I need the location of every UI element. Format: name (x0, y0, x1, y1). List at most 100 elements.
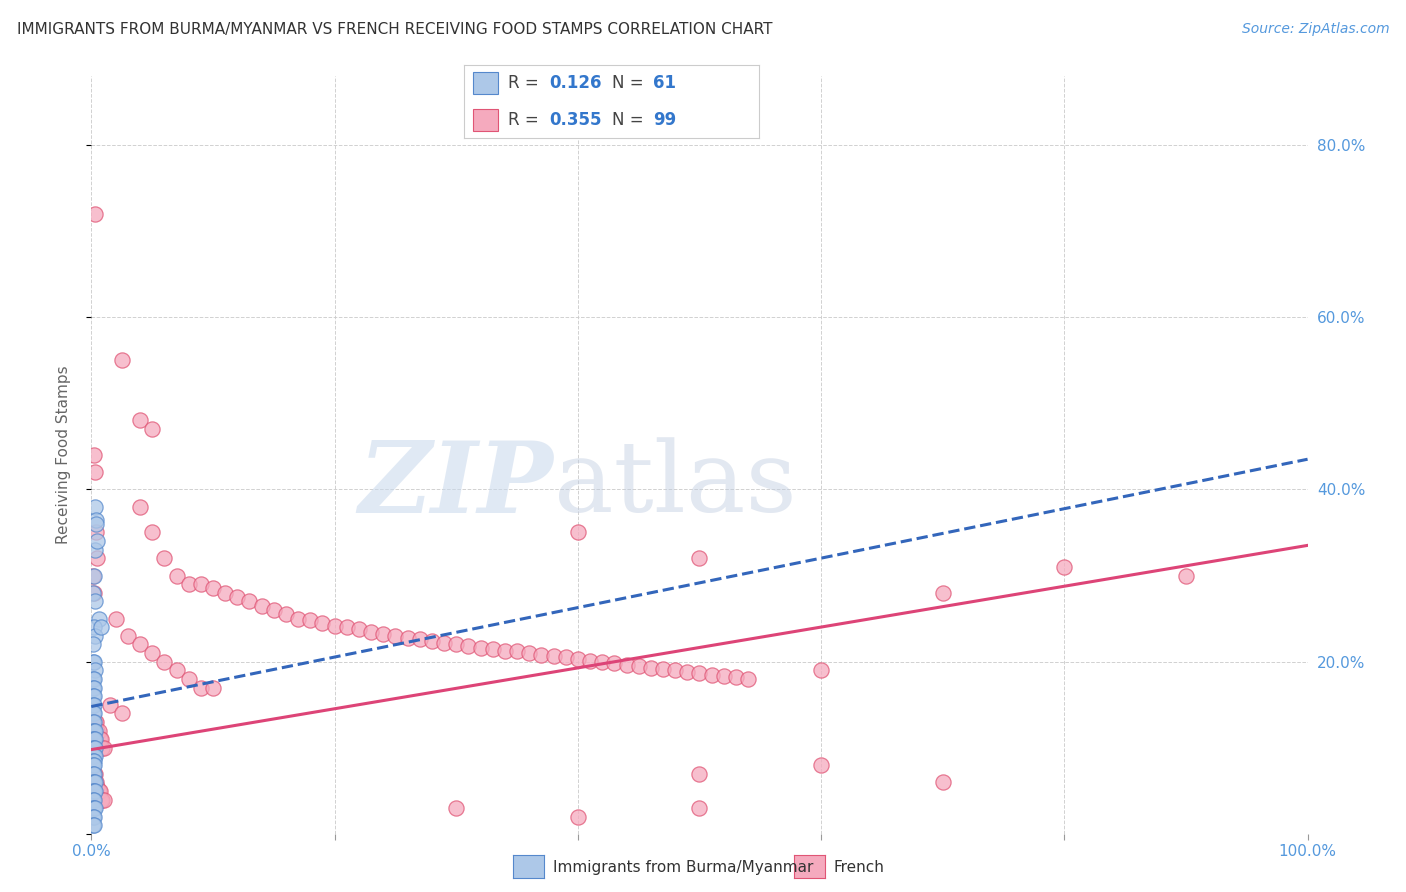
Point (104, 612, 127, 626)
Point (1175, 568, 1198, 582)
Point (83, 732, 105, 747)
Point (82, 706, 104, 721)
Point (82, 810, 104, 824)
Point (82, 740, 104, 755)
Point (177, 577, 200, 591)
Point (931, 586, 953, 600)
FancyBboxPatch shape (472, 109, 498, 131)
Point (299, 613, 322, 627)
Point (141, 525, 163, 540)
Point (86, 780, 108, 794)
Point (87, 612, 110, 626)
Point (84, 594, 107, 608)
Text: 0.126: 0.126 (550, 74, 602, 93)
Point (84, 801, 107, 815)
Point (591, 655, 613, 669)
Point (83, 620, 105, 634)
Point (83, 740, 105, 755)
Point (652, 663, 675, 677)
Point (214, 586, 236, 600)
Point (567, 810, 589, 824)
Point (111, 353, 134, 368)
Text: 0.355: 0.355 (550, 111, 602, 129)
Point (177, 672, 200, 686)
Point (384, 629, 406, 643)
Point (420, 634, 443, 648)
Point (82, 568, 104, 582)
Point (82, 758, 104, 772)
Point (263, 603, 285, 617)
Point (82, 784, 104, 798)
Point (83, 784, 105, 798)
Point (444, 801, 467, 815)
Point (82, 586, 104, 600)
Point (86, 534, 108, 549)
Text: French: French (834, 860, 884, 874)
Point (82, 681, 104, 695)
Point (688, 665, 710, 680)
Point (373, 627, 395, 641)
Point (84, 732, 107, 747)
Point (82, 792, 104, 806)
Point (90, 732, 112, 747)
Text: 99: 99 (652, 111, 676, 129)
Point (274, 607, 297, 622)
Point (737, 672, 759, 686)
Point (567, 652, 589, 666)
Point (226, 590, 249, 604)
Text: IMMIGRANTS FROM BURMA/MYANMAR VS FRENCH RECEIVING FOOD STAMPS CORRELATION CHART: IMMIGRANTS FROM BURMA/MYANMAR VS FRENCH … (17, 22, 772, 37)
Y-axis label: Receiving Food Stamps: Receiving Food Stamps (56, 366, 70, 544)
Text: R =: R = (509, 74, 544, 93)
Point (287, 612, 309, 626)
Point (409, 632, 432, 647)
Point (83, 689, 105, 703)
Point (84, 663, 107, 677)
Point (87, 784, 110, 798)
Point (82, 689, 104, 703)
Point (83, 714, 105, 729)
Point (82, 714, 104, 729)
Point (86, 551, 108, 566)
Point (481, 641, 503, 656)
Point (82, 714, 104, 729)
Point (84, 784, 107, 798)
Point (688, 801, 710, 815)
Point (713, 669, 735, 683)
Point (83, 568, 105, 582)
Point (83, 448, 105, 462)
Point (83, 723, 105, 738)
Point (810, 758, 832, 772)
Point (87, 723, 110, 738)
Point (129, 637, 152, 651)
Point (470, 640, 492, 655)
Point (336, 620, 359, 634)
Point (323, 618, 346, 632)
Point (83, 810, 105, 824)
Point (82, 775, 104, 789)
Point (311, 615, 333, 630)
Point (84, 775, 107, 789)
Point (457, 639, 479, 653)
Text: ZIP: ZIP (359, 437, 554, 533)
Point (190, 681, 212, 695)
Point (810, 663, 832, 677)
Point (567, 525, 589, 540)
Point (84, 714, 107, 729)
Point (166, 663, 188, 677)
Point (82, 698, 104, 712)
Point (82, 723, 104, 738)
Point (83, 681, 105, 695)
Point (82, 801, 104, 815)
Point (202, 582, 225, 596)
Point (84, 749, 107, 764)
Point (84, 207, 107, 221)
Point (83, 818, 105, 832)
Point (433, 636, 456, 650)
Point (347, 622, 370, 636)
Point (84, 465, 107, 479)
Point (640, 661, 662, 675)
Point (83, 801, 105, 815)
Point (86, 723, 108, 738)
Text: N =: N = (612, 111, 648, 129)
Point (627, 659, 650, 673)
